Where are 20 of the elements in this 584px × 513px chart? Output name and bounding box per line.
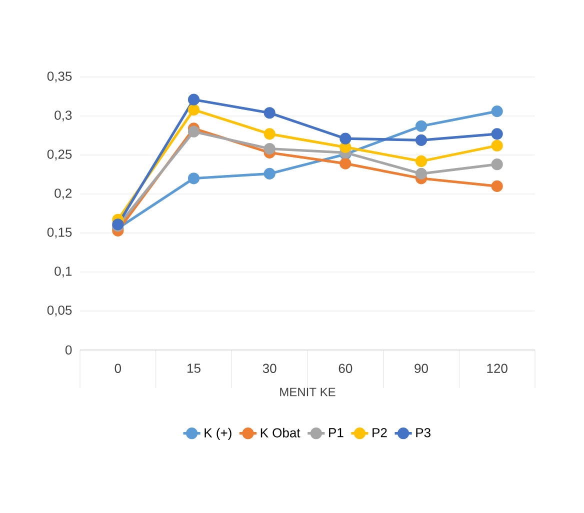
legend-label: K (+) — [204, 428, 232, 440]
x-tick-label: 0 — [114, 364, 122, 373]
y-tick-label: 0 — [65, 345, 72, 355]
legend-label: P1 — [329, 428, 344, 438]
x-axis-title: MENIT KE — [280, 388, 336, 396]
y-tick-label: 0,2 — [54, 188, 72, 200]
x-tick-label: 120 — [487, 364, 508, 373]
y-tick-label: 0,35 — [47, 72, 72, 82]
legend-label: P2 — [372, 428, 387, 438]
x-tick-label: 90 — [414, 364, 428, 373]
y-tick-label: 0,1 — [54, 266, 72, 278]
x-tick-label: 30 — [262, 364, 276, 373]
y-tick-label: 0,05 — [47, 306, 72, 316]
legend-label: K Obat — [260, 428, 300, 438]
x-tick-label: 15 — [188, 364, 200, 373]
legend-label: P3 — [416, 428, 430, 438]
y-tick-label: 0,3 — [54, 110, 72, 122]
y-tick-label: 0,25 — [47, 150, 72, 160]
x-tick-label: 60 — [338, 364, 352, 373]
y-tick-label: 0,15 — [47, 228, 72, 238]
